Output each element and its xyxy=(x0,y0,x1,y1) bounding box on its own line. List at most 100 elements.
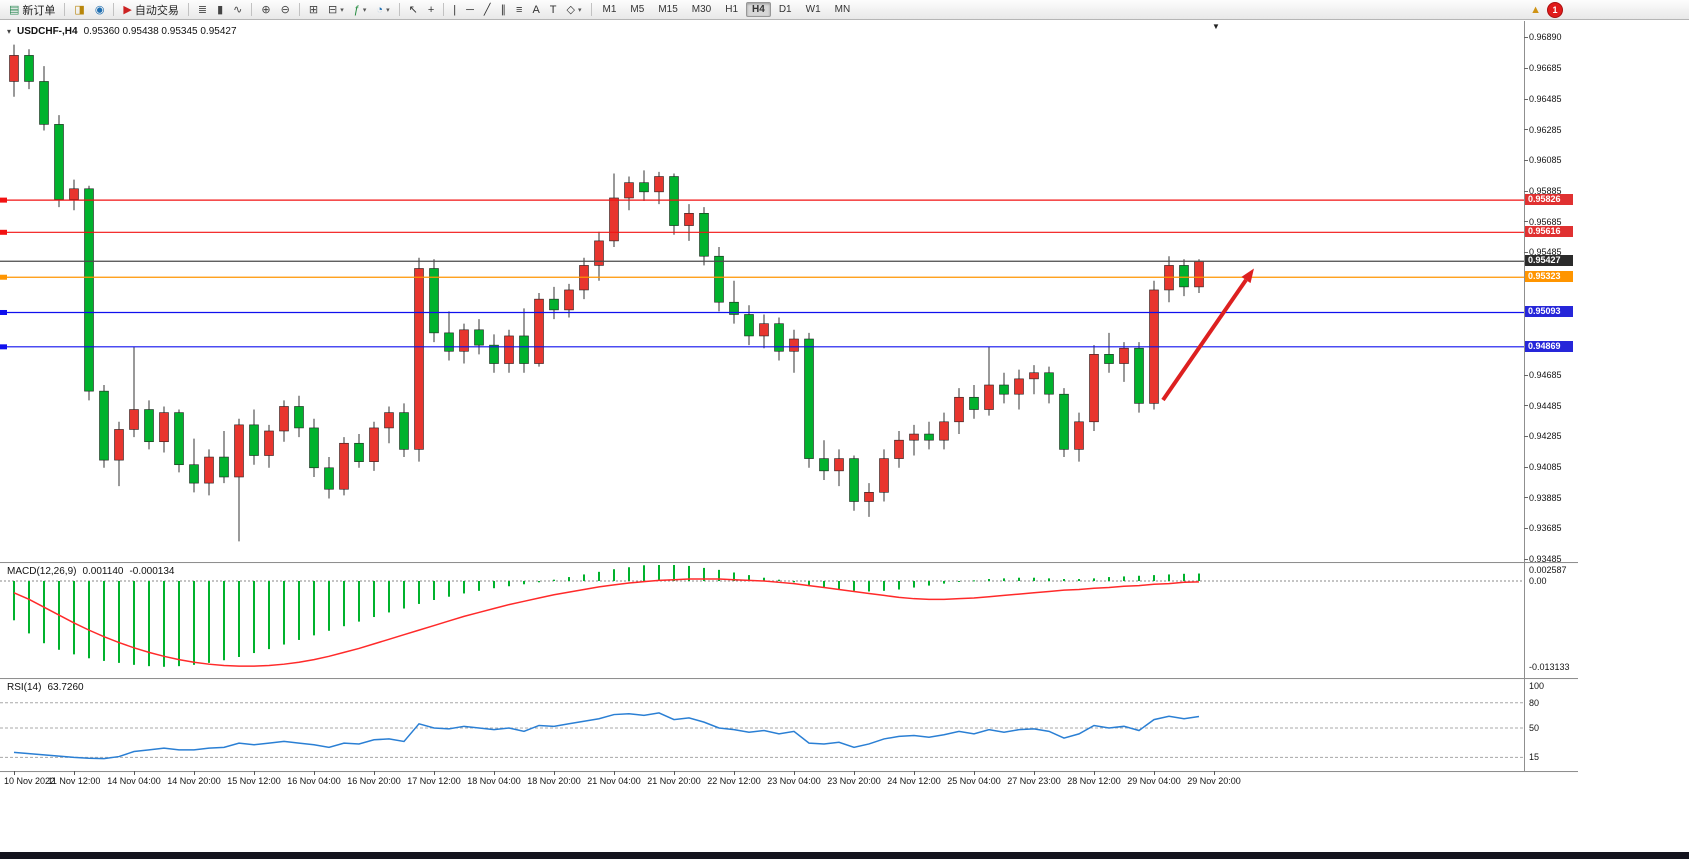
time-axis-tick xyxy=(794,771,795,775)
macd-histogram-bar xyxy=(1078,579,1080,581)
candle xyxy=(714,247,724,312)
chevron-down-icon: ▾ xyxy=(362,6,367,14)
timeframe-h1[interactable]: H1 xyxy=(725,4,739,15)
rsi-axis-50: 50 xyxy=(1529,723,1540,733)
alert-icon[interactable]: ▲ xyxy=(1530,3,1541,16)
notification-badge[interactable]: 1 xyxy=(1547,1,1563,18)
candle xyxy=(729,280,739,324)
channel-button[interactable]: ∥ xyxy=(497,1,511,19)
time-axis-label: 28 Nov 12:00 xyxy=(1067,776,1121,786)
trend-arrow[interactable] xyxy=(1161,278,1248,402)
cursor-button[interactable]: ↖ xyxy=(405,1,422,19)
bar-chart-button[interactable]: ≣ xyxy=(194,1,211,19)
candle xyxy=(549,286,559,320)
candle xyxy=(639,170,649,202)
macd-histogram-bar xyxy=(1093,578,1095,581)
timeframe-m1[interactable]: M1 xyxy=(602,4,617,15)
autotrading-button[interactable]: ▶ 自动交易 xyxy=(119,1,182,19)
pane-splitter[interactable] xyxy=(0,562,1578,564)
vertical-line-button[interactable]: | xyxy=(449,1,460,19)
price-axis-border xyxy=(1524,21,1525,771)
toolbar-separator xyxy=(64,3,66,16)
candle xyxy=(204,449,214,496)
periods-button[interactable]: ◔ ▾ xyxy=(372,1,393,19)
text-button[interactable]: A xyxy=(528,1,543,19)
zoom-out-button[interactable]: ⊖ xyxy=(277,1,294,19)
price-pane[interactable] xyxy=(0,22,1524,562)
timeframe-h4[interactable]: H4 xyxy=(746,2,771,17)
timeframe-w1[interactable]: W1 xyxy=(805,4,821,15)
candle xyxy=(804,332,814,468)
macd-histogram-bar xyxy=(928,581,930,586)
candle xyxy=(444,311,454,361)
rsi-pane[interactable] xyxy=(0,680,1524,772)
candlestick-chart-button[interactable]: ▮ xyxy=(213,1,227,19)
candle xyxy=(609,173,619,248)
macd-histogram-bar xyxy=(43,581,45,644)
macd-signal-line xyxy=(13,578,1200,667)
shapes-button[interactable]: ◇ ▾ xyxy=(563,1,586,19)
line-chart-button[interactable]: ∿ xyxy=(229,1,246,19)
pivot-line-orange-tag: 0.95323 xyxy=(1525,271,1573,283)
candle xyxy=(1119,342,1129,382)
price-axis-label: 0.94485 xyxy=(1529,400,1562,411)
macd-histogram-bar xyxy=(808,581,810,585)
charts-grid-button[interactable]: ◨ xyxy=(70,1,88,19)
candle xyxy=(189,438,199,493)
fibonacci-button[interactable]: ≡ xyxy=(512,1,526,19)
trendline-button[interactable]: ╱ xyxy=(480,1,495,19)
price-axis-tick xyxy=(1524,159,1528,161)
pivot-line-orange-handle[interactable] xyxy=(0,274,7,280)
horizontal-line-button[interactable]: ─ xyxy=(462,1,478,19)
time-axis-label: 24 Nov 12:00 xyxy=(887,776,941,786)
pane-splitter[interactable] xyxy=(0,678,1578,680)
price-axis-tick xyxy=(1524,67,1528,69)
candle xyxy=(309,418,319,477)
support-line-1-handle[interactable] xyxy=(0,309,7,315)
arrange-windows-button[interactable]: ⊟ ▾ xyxy=(324,1,348,19)
timeframe-toolbar: M1 M5 M15 M30 H1 H4 D1 W1 MN xyxy=(596,2,858,17)
macd-histogram-bar xyxy=(418,581,420,604)
macd-histogram-bar xyxy=(433,581,435,600)
timeframe-m15[interactable]: M15 xyxy=(658,4,678,15)
macd-histogram-bar xyxy=(1018,577,1020,581)
time-axis-label: 21 Nov 04:00 xyxy=(587,776,641,786)
support-line-2-handle[interactable] xyxy=(0,344,7,350)
time-axis-tick xyxy=(374,771,375,775)
horizontal-line-icon: ─ xyxy=(466,3,474,16)
indicators-button[interactable]: ƒ ▾ xyxy=(350,1,371,19)
macd-histogram-bar xyxy=(493,581,495,589)
zoom-in-button[interactable]: ⊕ xyxy=(257,1,274,19)
macd-histogram-bar xyxy=(883,581,885,591)
toolbar-separator xyxy=(298,3,300,16)
macd-pane[interactable] xyxy=(0,564,1524,676)
new-order-button[interactable]: ▤ 新订单 xyxy=(5,1,59,19)
tile-windows-button[interactable]: ⊞ xyxy=(305,1,322,19)
crosshair-button[interactable]: + xyxy=(424,1,438,19)
candle xyxy=(234,418,244,542)
time-axis-tick xyxy=(494,771,495,775)
toolbar-separator xyxy=(443,3,445,16)
collapse-arrow-icon[interactable]: ▾ xyxy=(7,27,12,36)
macd-histogram-bar xyxy=(193,581,195,665)
label-button[interactable]: T xyxy=(546,1,561,19)
toolbar-buttons: ▤ 新订单 ◨ ◉ ▶ 自动交易 ≣ ▮ ∿ ⊕ ⊖ ⊞ ⊟ ▾ ƒ ▾ ◔ ▾ ↖ + | ─ ╱ ∥ ≡ A T ◇ ▾ xyxy=(4,1,587,19)
timeframe-m30[interactable]: M30 xyxy=(691,4,712,15)
timeframe-m5[interactable]: M5 xyxy=(630,4,645,15)
macd-histogram-bar xyxy=(103,581,105,661)
resistance-line-1-handle[interactable] xyxy=(0,197,7,203)
candle xyxy=(1029,365,1039,395)
price-axis-label: 0.95485 xyxy=(1529,247,1562,258)
timeframe-d1[interactable]: D1 xyxy=(778,4,792,15)
macd-histogram-bar xyxy=(508,581,510,587)
time-axis-tick xyxy=(314,771,315,775)
macd-histogram-bar xyxy=(748,575,750,581)
resistance-line-2-handle[interactable] xyxy=(0,229,7,235)
candle xyxy=(1089,345,1099,431)
timeframe-mn[interactable]: MN xyxy=(834,4,851,15)
price-axis-label: 0.96485 xyxy=(1529,94,1562,105)
candle xyxy=(819,440,829,481)
time-axis-label: 29 Nov 20:00 xyxy=(1187,776,1241,786)
candle xyxy=(459,323,469,364)
community-button[interactable]: ◉ xyxy=(91,1,109,19)
